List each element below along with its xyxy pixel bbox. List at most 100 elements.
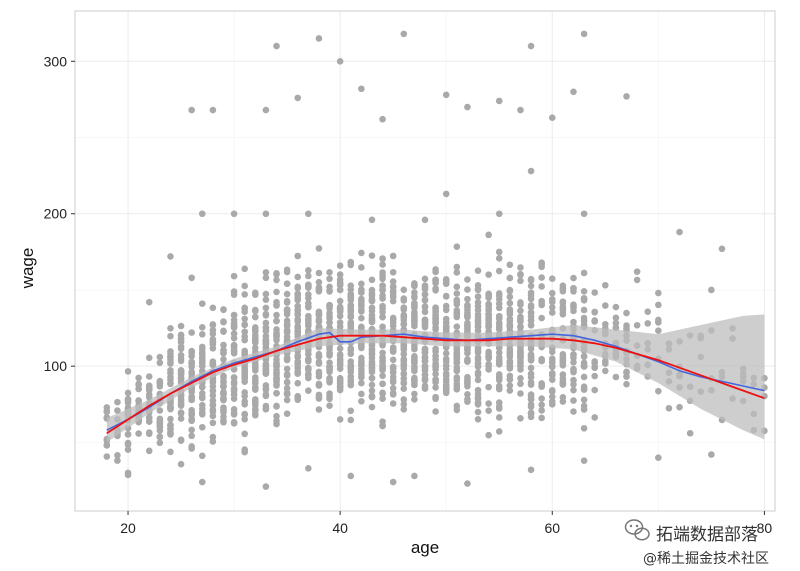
scatter-point <box>379 342 386 349</box>
scatter-point <box>145 447 153 455</box>
scatter-point <box>124 446 132 453</box>
scatter-point <box>453 380 461 388</box>
scatter-point <box>570 318 577 326</box>
scatter-point <box>400 396 408 403</box>
scatter-point <box>326 395 333 403</box>
scatter-point <box>506 345 514 353</box>
scatter-point <box>655 387 662 395</box>
scatter-point <box>442 91 450 99</box>
scatter-point <box>262 106 270 114</box>
scatter-point <box>167 367 174 374</box>
scatter-point <box>389 252 397 260</box>
scatter-point <box>124 368 132 375</box>
scatter-point <box>220 388 227 396</box>
scatter-point <box>411 294 418 301</box>
scatter-point <box>209 408 217 415</box>
scatter-point <box>188 106 195 114</box>
scatter-point <box>241 411 248 419</box>
scatter-point <box>305 350 312 358</box>
scatter-point <box>495 357 503 364</box>
scatter-point <box>453 345 461 352</box>
scatter-point <box>156 439 164 447</box>
scatter-point <box>580 396 588 404</box>
scatter-point <box>230 330 238 337</box>
scatter-point <box>495 267 503 275</box>
scatter-point <box>453 243 461 250</box>
scatter-point <box>485 383 492 391</box>
scatter-point <box>517 350 524 358</box>
scatter-point <box>389 400 397 407</box>
scatter-point <box>411 390 418 398</box>
scatter-point <box>145 429 153 436</box>
scatter-point <box>241 349 248 356</box>
scatter-point <box>485 271 492 278</box>
scatter-point <box>262 274 270 282</box>
x-tick-label: 80 <box>757 520 773 536</box>
scatter-point <box>358 280 365 288</box>
scatter-point <box>474 267 482 275</box>
scatter-point <box>198 359 206 367</box>
watermark-line-2: @稀土掘金技术社区 <box>643 551 769 567</box>
scatter-point <box>273 375 280 383</box>
scatter-point <box>506 382 514 389</box>
scatter-point <box>453 269 461 276</box>
scatter-point <box>495 428 503 435</box>
scatter-point <box>230 395 238 402</box>
scatter-point <box>538 382 545 390</box>
scatter-point <box>379 380 386 388</box>
scatter-point <box>474 408 482 416</box>
scatter-point <box>432 376 439 383</box>
scatter-point <box>326 351 333 358</box>
scatter-point <box>198 330 206 338</box>
scatter-point <box>411 345 418 353</box>
scatter-point <box>368 276 376 284</box>
scatter-point <box>167 324 174 332</box>
scatter-point <box>220 318 227 326</box>
scatter-point <box>580 210 588 218</box>
scatter-point <box>580 352 588 360</box>
scatter-point <box>305 210 312 218</box>
scatter-point <box>188 445 195 452</box>
scatter-point <box>305 267 312 274</box>
scatter-point <box>241 398 248 405</box>
scatter-point <box>464 379 471 387</box>
scatter-point <box>273 271 280 278</box>
scatter-point <box>676 403 683 411</box>
scatter-point <box>474 318 482 325</box>
scatter-point <box>548 370 556 377</box>
scatter-point <box>241 291 248 298</box>
scatter-point <box>283 322 291 330</box>
scatter-point <box>177 375 185 383</box>
scatter-point <box>580 295 588 303</box>
scatter-point <box>580 402 588 410</box>
scatter-point <box>527 322 535 329</box>
scatter-point <box>602 320 609 328</box>
scatter-point <box>294 358 302 365</box>
scatter-point <box>326 314 333 322</box>
scatter-point <box>506 274 514 282</box>
scatter-point <box>485 231 492 239</box>
scatter-point <box>400 365 408 372</box>
scatter-point <box>506 365 514 372</box>
y-tick-label: 300 <box>44 53 68 69</box>
scatter-point <box>326 275 333 283</box>
scatter-point <box>453 374 461 381</box>
scatter-point <box>198 423 206 431</box>
scatter-point <box>252 407 259 414</box>
scatter-point <box>570 359 577 366</box>
scatter-point <box>358 365 365 373</box>
scatter-point <box>432 370 439 378</box>
scatter-point <box>389 389 397 397</box>
scatter-point <box>336 286 344 294</box>
scatter-point <box>411 381 418 389</box>
scatter-point <box>612 373 620 381</box>
scatter-point <box>241 371 248 379</box>
scatter-point <box>517 270 524 278</box>
scatter-point <box>591 289 598 296</box>
scatter-point <box>283 290 291 298</box>
scatter-point <box>156 407 164 414</box>
scatter-point <box>676 228 683 236</box>
scatter-point <box>294 296 302 304</box>
scatter-point <box>315 278 323 286</box>
scatter-point <box>379 272 386 280</box>
